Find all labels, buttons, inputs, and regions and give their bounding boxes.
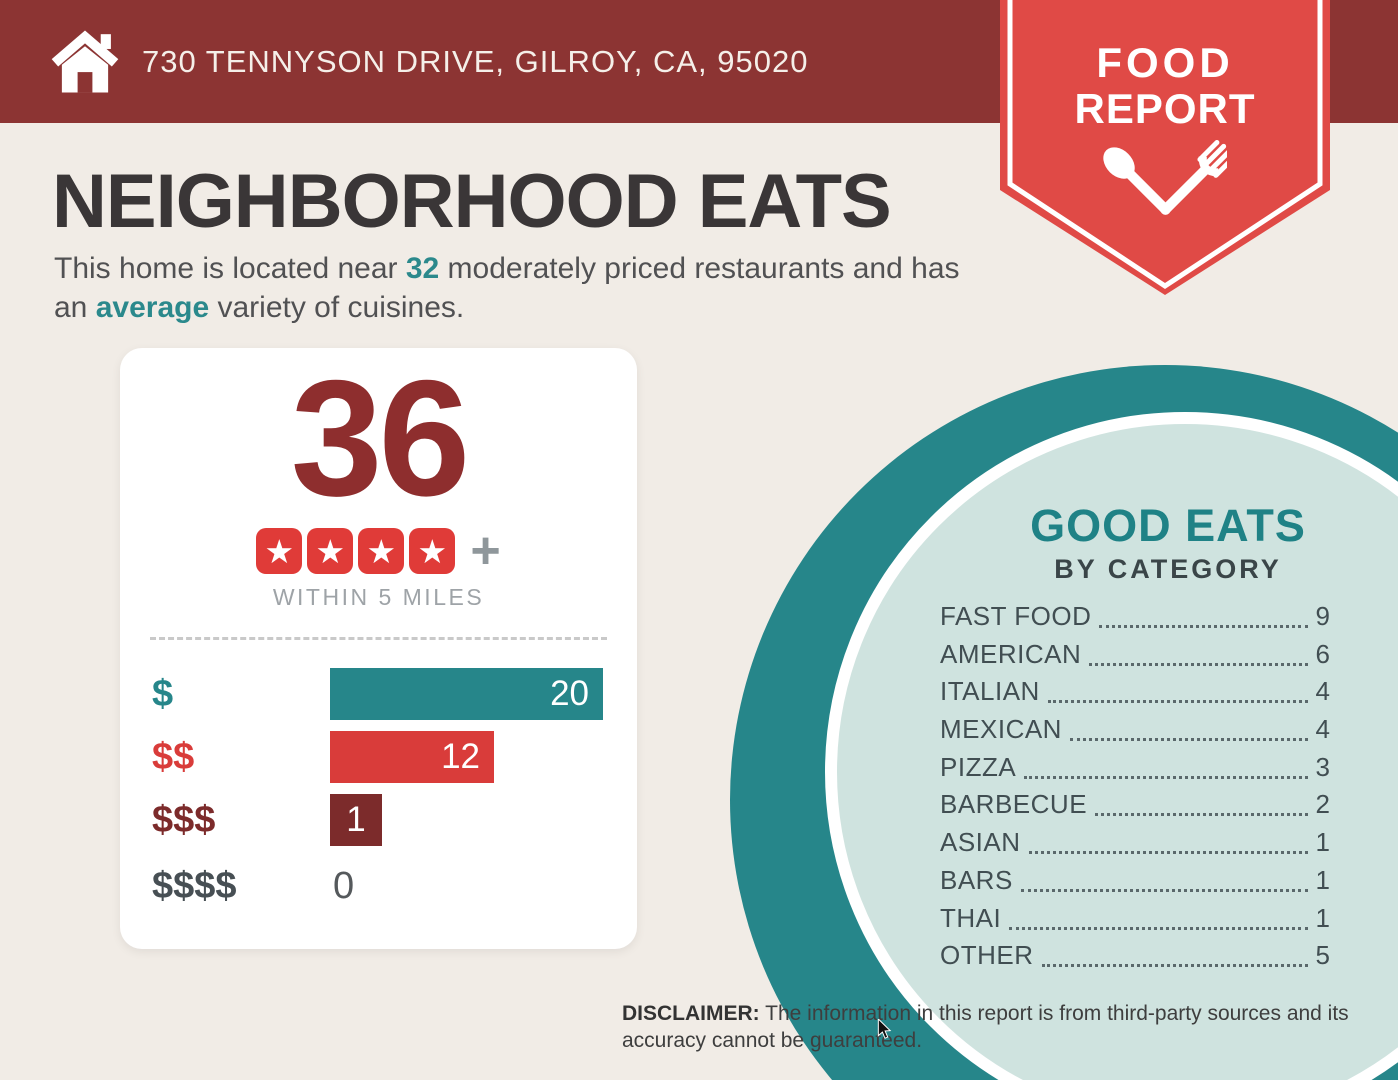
intro-part2: moderately priced restaurants and has an bbox=[54, 252, 960, 324]
home-icon bbox=[48, 24, 122, 103]
food-report-ribbon: FOOD REPORT bbox=[1000, 0, 1330, 300]
star-icon: ★ bbox=[256, 528, 303, 574]
variety-highlight: average bbox=[95, 291, 210, 324]
intro-part1: This home is located near bbox=[54, 252, 406, 285]
good-eats-title: GOOD EATS bbox=[1030, 500, 1306, 551]
dashed-divider bbox=[150, 637, 607, 640]
category-value: 2 bbox=[1315, 789, 1330, 820]
price-bar-row: $$ 12 bbox=[120, 731, 637, 783]
category-value: 1 bbox=[1315, 864, 1330, 895]
good-eats-heading: GOOD EATS BY CATEGORY bbox=[973, 502, 1363, 585]
category-label: BARS bbox=[940, 864, 1013, 895]
category-label: MEXICAN bbox=[940, 714, 1062, 745]
page-title: NEIGHBORHOOD EATS bbox=[52, 159, 892, 244]
category-value: 9 bbox=[1315, 601, 1330, 631]
disclaimer-label: DISCLAIMER: bbox=[622, 1002, 760, 1025]
intro-text: This home is located near 32 moderately … bbox=[54, 249, 994, 327]
disclaimer-line1: The information in this report is from t… bbox=[759, 1002, 1349, 1025]
price-bar-row: $ 20 bbox=[120, 668, 637, 720]
dot-leader bbox=[1009, 926, 1308, 930]
category-value: 4 bbox=[1315, 714, 1330, 745]
category-value: 5 bbox=[1315, 940, 1330, 971]
mouse-cursor bbox=[877, 1017, 892, 1045]
category-label: ITALIAN bbox=[940, 676, 1040, 707]
category-row: OTHER 5 bbox=[940, 940, 1330, 971]
restaurant-summary-card: 36 ★ ★ ★ ★ + WITHIN 5 MILES $ 20 $$ 12 $$$ 1… bbox=[120, 348, 637, 949]
category-label: OTHER bbox=[940, 940, 1034, 971]
disclaimer: DISCLAIMER: The information in this repo… bbox=[622, 1000, 1382, 1054]
category-row: ITALIAN 4 bbox=[940, 676, 1330, 707]
category-label: ASIAN bbox=[940, 827, 1021, 858]
dot-leader bbox=[1089, 662, 1308, 666]
dot-leader bbox=[1028, 851, 1308, 855]
category-row: FAST FOOD 9 bbox=[940, 601, 1330, 632]
category-label: AMERICAN bbox=[940, 638, 1082, 669]
bar-value: 12 bbox=[441, 737, 480, 776]
bar-value: 20 bbox=[550, 674, 589, 713]
intro-part3: variety of cuisines. bbox=[209, 291, 465, 324]
category-label: THAI bbox=[940, 902, 1002, 933]
price-bar-row: $$$ 1 bbox=[120, 794, 637, 846]
price-level-label: $ bbox=[152, 673, 174, 715]
price-bar: 1 bbox=[330, 794, 382, 846]
plus-icon: + bbox=[470, 522, 501, 580]
category-row: BARS 1 bbox=[940, 865, 1330, 896]
price-level-label: $$ bbox=[152, 736, 195, 778]
ribbon-line2: REPORT bbox=[1074, 85, 1256, 132]
category-value: 1 bbox=[1315, 902, 1330, 933]
disclaimer-line2: accuracy cannot be guaranteed. bbox=[622, 1029, 923, 1052]
category-row: MEXICAN 4 bbox=[940, 714, 1330, 745]
category-value: 3 bbox=[1315, 751, 1330, 782]
category-row: THAI 1 bbox=[940, 903, 1330, 934]
good-eats-subtitle: BY CATEGORY bbox=[1054, 554, 1282, 584]
bar-value: 1 bbox=[346, 800, 366, 839]
dot-leader bbox=[1020, 888, 1308, 892]
price-level-label: $$$$ bbox=[152, 865, 237, 907]
ribbon-title: FOOD REPORT bbox=[1000, 40, 1330, 132]
star-rating: ★ ★ ★ ★ + bbox=[120, 522, 637, 580]
category-value: 1 bbox=[1315, 827, 1330, 858]
property-address: 730 TENNYSON DRIVE, GILROY, CA, 95020 bbox=[142, 43, 809, 79]
within-miles-label: WITHIN 5 MILES bbox=[272, 584, 485, 610]
star-icon: ★ bbox=[358, 528, 405, 574]
category-label: FAST FOOD bbox=[940, 601, 1092, 631]
price-bar-row: $$$$ 0 bbox=[120, 860, 637, 912]
restaurant-total-count: 36 bbox=[290, 346, 471, 530]
category-value: 6 bbox=[1315, 638, 1330, 669]
star-icon: ★ bbox=[409, 528, 456, 574]
ribbon-line1: FOOD bbox=[1096, 39, 1234, 86]
restaurant-count-highlight: 32 bbox=[405, 252, 440, 285]
price-bar: 12 bbox=[330, 731, 494, 783]
category-list: FAST FOOD 9 AMERICAN 6 ITALIAN 4 MEXICAN 4 P… bbox=[940, 601, 1330, 983]
category-label: BARBECUE bbox=[940, 789, 1088, 820]
category-label: PIZZA bbox=[940, 751, 1017, 782]
price-level-label: $$$ bbox=[152, 799, 216, 841]
star-icon: ★ bbox=[307, 528, 354, 574]
dot-leader bbox=[1099, 625, 1308, 628]
dot-leader bbox=[1041, 964, 1308, 968]
bar-value-zero: 0 bbox=[333, 865, 355, 907]
dot-leader bbox=[1069, 738, 1308, 742]
ribbon-banner-shape bbox=[1000, 0, 1330, 295]
dot-leader bbox=[1095, 813, 1308, 817]
category-row: AMERICAN 6 bbox=[940, 639, 1330, 670]
dot-leader bbox=[1047, 700, 1308, 704]
price-bar: 20 bbox=[330, 668, 603, 720]
dot-leader bbox=[1024, 775, 1308, 779]
category-value: 4 bbox=[1315, 676, 1330, 707]
crossed-spoon-fork-icon bbox=[1103, 132, 1236, 247]
category-row: BARBECUE 2 bbox=[940, 789, 1330, 820]
category-row: ASIAN 1 bbox=[940, 827, 1330, 858]
category-row: PIZZA 3 bbox=[940, 752, 1330, 783]
